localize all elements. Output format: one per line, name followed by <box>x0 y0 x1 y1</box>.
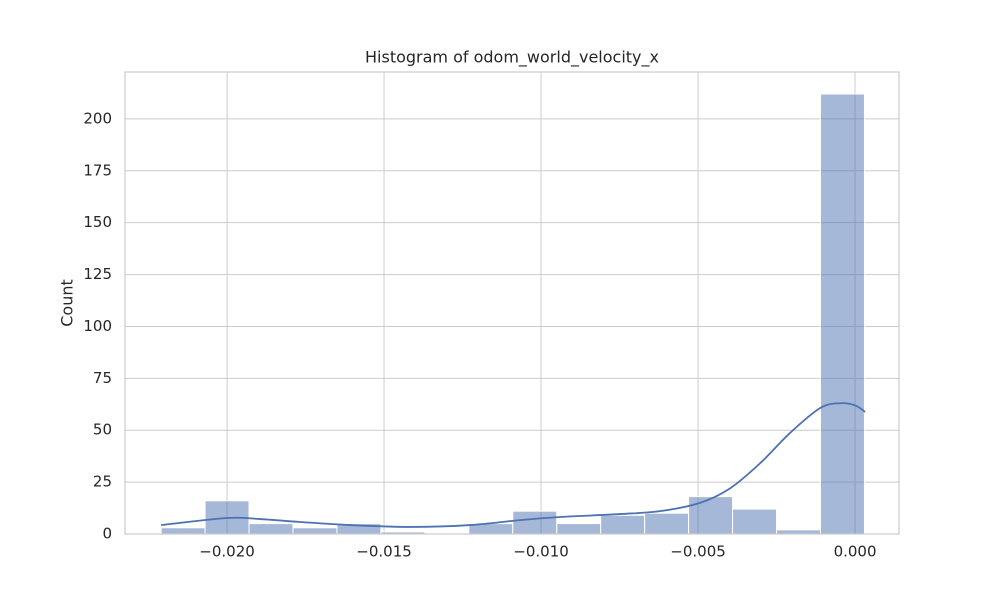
bar <box>556 523 602 535</box>
x-tick-label: −0.005 <box>670 543 726 561</box>
axes-frame <box>124 71 900 535</box>
y-tick-label: 200 <box>83 109 112 127</box>
y-tick-label: 50 <box>93 421 112 439</box>
bar <box>644 512 690 535</box>
chart-title: Histogram of odom_world_velocity_x <box>365 48 659 68</box>
y-tick-label: 125 <box>83 265 112 283</box>
bar <box>512 510 558 535</box>
y-tick-label: 0 <box>102 525 112 543</box>
y-tick-label: 175 <box>83 161 112 179</box>
x-tick-label: −0.010 <box>513 543 569 561</box>
y-tick-label: 100 <box>83 317 112 335</box>
x-tick-label: −0.020 <box>199 543 255 561</box>
y-tick-label: 25 <box>93 473 112 491</box>
kde-line <box>161 402 866 528</box>
bar <box>732 508 778 535</box>
bar <box>248 523 294 535</box>
bar <box>600 514 646 535</box>
bar <box>160 527 206 535</box>
grid <box>125 72 899 535</box>
x-tick-label: 0.000 <box>834 543 877 561</box>
y-tick-label: 150 <box>83 213 112 231</box>
bar <box>820 93 865 535</box>
bar <box>292 527 338 535</box>
y-axis-label: Count <box>58 279 77 327</box>
y-tick-label: 75 <box>93 369 112 387</box>
x-tick-label: −0.015 <box>356 543 412 561</box>
bar <box>776 529 822 535</box>
bar <box>688 496 734 535</box>
